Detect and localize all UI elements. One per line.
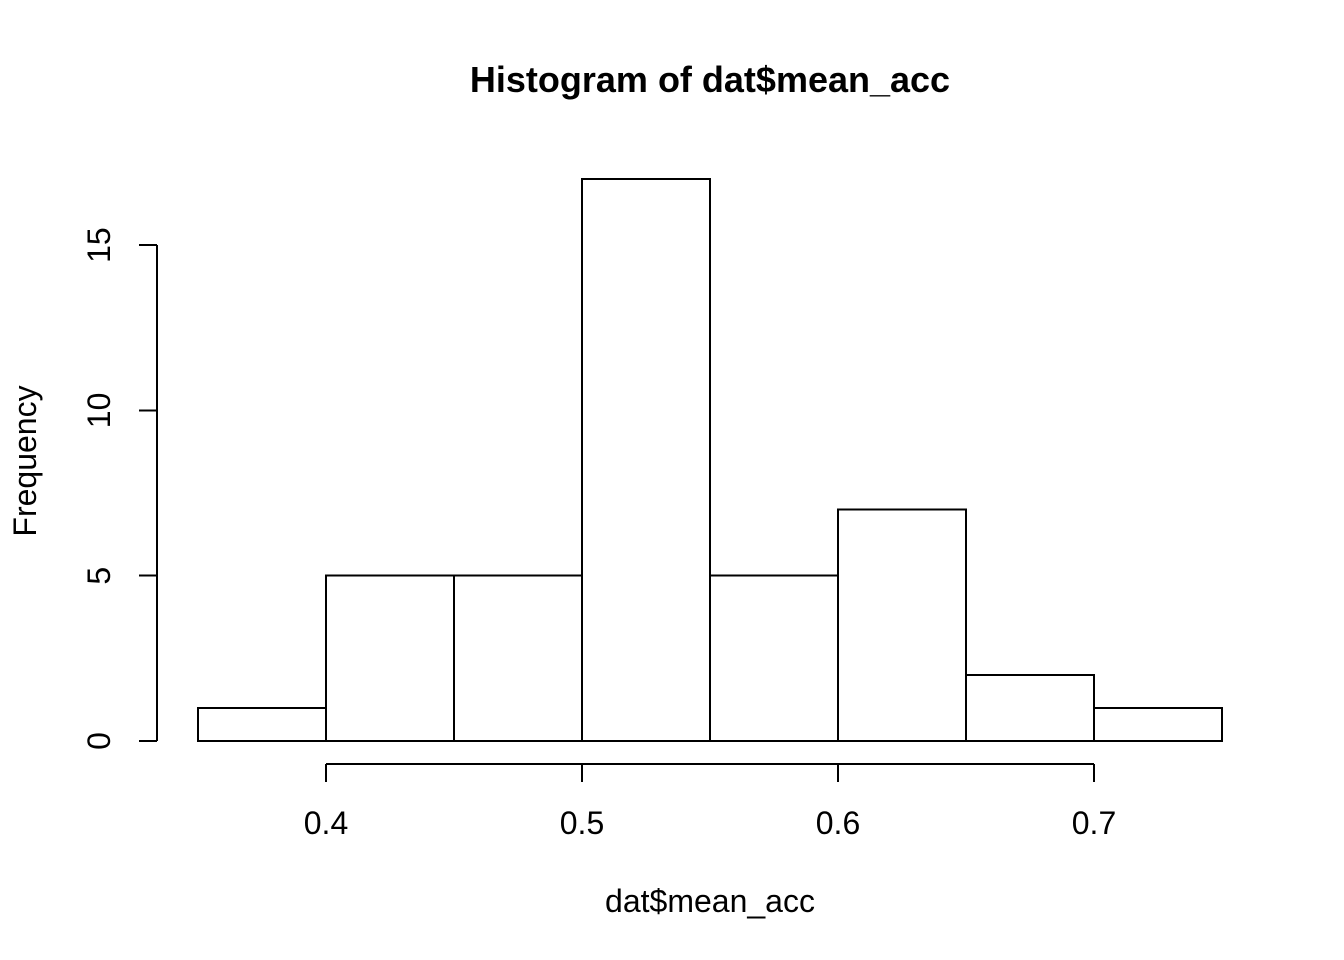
y-tick-label: 5 <box>81 567 117 585</box>
x-tick-label: 0.5 <box>560 805 604 841</box>
y-axis: 0 5 10 15 <box>81 227 158 750</box>
histogram-bar <box>1093 706 1223 742</box>
histogram-bar <box>581 178 711 742</box>
histogram-bar <box>325 574 455 742</box>
histogram-bars <box>197 178 1223 742</box>
y-tick-label: 15 <box>81 227 117 263</box>
histogram-bar <box>197 706 327 742</box>
chart-title: Histogram of dat$mean_acc <box>470 59 950 100</box>
histogram-bar <box>709 574 839 742</box>
x-tick-label: 0.7 <box>1072 805 1116 841</box>
x-tick-label: 0.6 <box>816 805 860 841</box>
y-tick-label: 10 <box>81 393 117 429</box>
x-axis: 0.4 0.5 0.6 0.7 <box>304 763 1116 841</box>
x-tick-label: 0.4 <box>304 805 348 841</box>
y-tick-label: 0 <box>81 732 117 750</box>
histogram-bar <box>453 574 583 742</box>
x-axis-title: dat$mean_acc <box>605 883 815 919</box>
histogram-bar <box>837 508 967 742</box>
histogram-bar <box>965 673 1095 742</box>
y-axis-title: Frequency <box>7 385 43 536</box>
